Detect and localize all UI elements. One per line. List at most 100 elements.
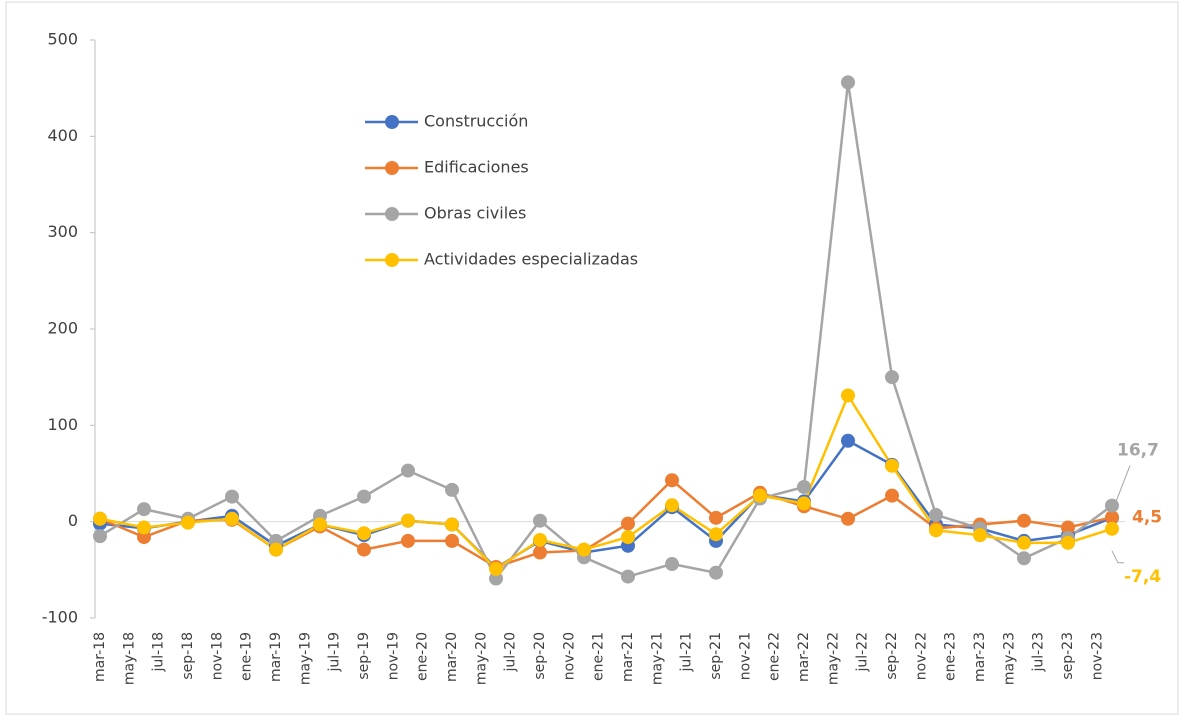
- x-tick-label: sep-18: [180, 632, 196, 680]
- data-point: [445, 482, 459, 497]
- x-tick-label: mar-18: [92, 632, 108, 682]
- x-tick-label: may-22: [825, 632, 841, 685]
- data-label: 4,5: [1132, 507, 1162, 527]
- data-point: [401, 463, 415, 478]
- data-point: [533, 545, 547, 560]
- data-point: [885, 488, 899, 503]
- x-tick-label: nov-23: [1089, 632, 1105, 680]
- data-point: [137, 502, 151, 517]
- leader-line: [1115, 465, 1131, 502]
- x-tick-label: mar-20: [444, 632, 460, 682]
- data-label: 16,7: [1117, 441, 1159, 461]
- y-tick-label: 100: [47, 415, 78, 434]
- legend-label: Construcción: [424, 112, 528, 131]
- data-point: [797, 496, 811, 511]
- data-point: [357, 489, 371, 504]
- x-tick-label: jul-21: [679, 632, 695, 673]
- y-tick-label: 0: [68, 511, 78, 530]
- data-point: [841, 75, 855, 90]
- data-point: [533, 513, 547, 528]
- data-point: [797, 479, 811, 494]
- data-point: [1061, 520, 1075, 535]
- x-tick-label: mar-21: [620, 632, 636, 682]
- data-point: [929, 507, 943, 522]
- data-point: [489, 561, 503, 576]
- chart-frame: [5, 1, 1179, 715]
- x-tick-label: mar-23: [972, 632, 988, 682]
- data-point: [665, 557, 679, 572]
- y-tick-label: 300: [47, 222, 78, 241]
- data-point: [225, 489, 239, 504]
- data-point: [885, 458, 899, 473]
- series-line: [99, 82, 1113, 581]
- x-tick-label: ene-23: [943, 632, 959, 681]
- data-point: [225, 511, 239, 526]
- x-tick-label: sep-20: [532, 632, 548, 680]
- data-point: [401, 533, 415, 548]
- x-tick-label: jul-23: [1031, 632, 1047, 673]
- x-tick-label: jul-18: [151, 632, 167, 673]
- legend-marker: [385, 207, 399, 221]
- data-point: [841, 433, 855, 448]
- x-tick-label: may-23: [1001, 632, 1017, 685]
- data-point: [709, 510, 723, 525]
- data-point: [401, 513, 415, 528]
- legend-label: Obras civiles: [424, 204, 526, 223]
- y-tick-label: 400: [47, 126, 78, 145]
- series-line: [99, 439, 1113, 570]
- data-point: [445, 517, 459, 532]
- data-point: [1017, 551, 1031, 566]
- x-tick-label: nov-20: [561, 632, 577, 680]
- x-tick-label: nov-19: [385, 632, 401, 680]
- y-tick-label: 500: [47, 30, 78, 49]
- x-tick-label: may-18: [121, 632, 137, 685]
- x-tick-label: sep-19: [356, 632, 372, 680]
- data-point: [1017, 513, 1031, 528]
- data-point: [1017, 535, 1031, 550]
- data-point: [929, 523, 943, 538]
- legend-label: Edificaciones: [424, 158, 529, 177]
- data-point: [973, 528, 987, 543]
- data-point: [269, 542, 283, 557]
- y-tick-label: 200: [47, 319, 78, 338]
- x-tick-label: ene-22: [767, 632, 783, 681]
- data-point: [621, 516, 635, 531]
- series-line: [99, 392, 1113, 571]
- x-tick-label: nov-21: [737, 632, 753, 680]
- data-point: [357, 542, 371, 557]
- x-tick-label: mar-19: [268, 632, 284, 682]
- data-point: [137, 520, 151, 535]
- x-tick-label: nov-22: [913, 632, 929, 680]
- x-tick-label: mar-22: [796, 632, 812, 682]
- y-tick-label: -100: [42, 608, 78, 627]
- data-point: [841, 511, 855, 526]
- data-point: [709, 527, 723, 542]
- data-point: [181, 515, 195, 530]
- data-point: [357, 526, 371, 541]
- x-tick-label: sep-22: [884, 632, 900, 680]
- legend-marker: [385, 253, 399, 267]
- data-point: [885, 370, 899, 385]
- data-label: -7,4: [1124, 567, 1161, 587]
- x-tick-label: jul-22: [855, 632, 871, 673]
- data-point: [841, 388, 855, 403]
- leader-line: [1111, 550, 1124, 564]
- data-point: [753, 488, 767, 503]
- data-point: [93, 511, 107, 526]
- data-point: [533, 532, 547, 547]
- x-tick-label: jul-19: [327, 632, 343, 673]
- data-point: [1105, 521, 1119, 536]
- x-tick-label: ene-21: [591, 632, 607, 681]
- data-point: [489, 571, 503, 586]
- data-point: [1105, 498, 1119, 513]
- x-tick-label: ene-20: [415, 632, 431, 681]
- data-point: [1105, 510, 1119, 525]
- data-point: [445, 533, 459, 548]
- legend-label: Actividades especializadas: [424, 250, 638, 269]
- x-tick-label: ene-19: [239, 632, 255, 681]
- x-tick-label: may-20: [473, 632, 489, 685]
- data-point: [665, 473, 679, 488]
- x-tick-label: may-19: [297, 632, 313, 685]
- data-point: [665, 498, 679, 513]
- data-point: [577, 542, 591, 557]
